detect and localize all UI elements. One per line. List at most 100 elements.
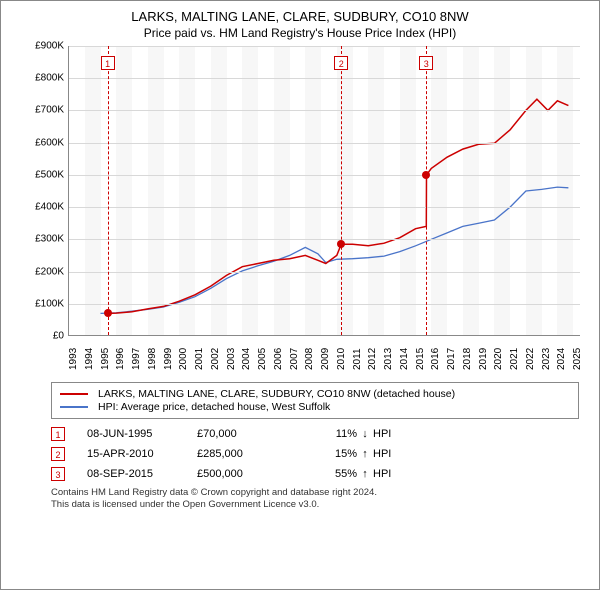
x-axis-label: 2009 — [320, 340, 331, 370]
grid-line-h — [69, 78, 580, 79]
x-axis-label: 1999 — [163, 340, 174, 370]
event-row: 3 08-SEP-2015£500,00055%↑HPI — [51, 467, 579, 481]
x-axis-label: 2006 — [273, 340, 284, 370]
event-table: 108-JUN-1995£70,00011%↓HPI215-APR-2010£2… — [51, 427, 579, 481]
event-arrow-icon: ↑ — [357, 448, 373, 460]
x-axis-label: 1996 — [115, 340, 126, 370]
event-hpi-label: HPI — [373, 468, 403, 480]
legend: LARKS, MALTING LANE, CLARE, SUDBURY, CO1… — [51, 382, 579, 419]
event-vline — [426, 46, 427, 335]
event-price: £70,000 — [197, 428, 297, 440]
x-axis-label: 2015 — [415, 340, 426, 370]
event-price: £500,000 — [197, 468, 297, 480]
event-hpi-label: HPI — [373, 448, 403, 460]
x-axis-label: 2022 — [525, 340, 536, 370]
x-axis-label: 2004 — [241, 340, 252, 370]
x-axis-label: 2010 — [336, 340, 347, 370]
chart-subtitle: Price paid vs. HM Land Registry's House … — [11, 26, 589, 40]
y-axis-label: £600K — [20, 137, 64, 148]
event-dot — [104, 309, 112, 317]
chart-area: 1 2 3 £0 £100K £200K £300K £400K £500K £600K £700… — [20, 46, 580, 376]
event-vline — [108, 46, 109, 335]
event-price: £285,000 — [197, 448, 297, 460]
plot-region: 1 2 3 — [68, 46, 580, 336]
x-axis-label: 2013 — [383, 340, 394, 370]
y-axis-label: £0 — [20, 331, 64, 342]
x-axis-label: 2002 — [210, 340, 221, 370]
event-dot — [337, 240, 345, 248]
grid-line-h — [69, 304, 580, 305]
y-axis-label: £300K — [20, 234, 64, 245]
x-axis-label: 1997 — [131, 340, 142, 370]
event-row: 1 08-JUN-1995£70,00011%↓HPI — [51, 427, 579, 441]
legend-row: HPI: Average price, detached house, West… — [60, 401, 570, 413]
legend-swatch — [60, 393, 88, 395]
y-axis-label: £800K — [20, 73, 64, 84]
grid-line-h — [69, 207, 580, 208]
chart-container: LARKS, MALTING LANE, CLARE, SUDBURY, CO1… — [0, 0, 600, 590]
grid-line-h — [69, 175, 580, 176]
event-pct: 55% — [297, 468, 357, 480]
x-axis-label: 2000 — [178, 340, 189, 370]
title-block: LARKS, MALTING LANE, CLARE, SUDBURY, CO1… — [11, 9, 589, 40]
event-number-box: 2 — [51, 447, 65, 461]
grid-line-h — [69, 46, 580, 47]
x-axis-label: 2007 — [289, 340, 300, 370]
x-axis-label: 2005 — [257, 340, 268, 370]
grid-line-h — [69, 272, 580, 273]
event-arrow-icon: ↑ — [357, 468, 373, 480]
y-axis-label: £900K — [20, 41, 64, 52]
x-axis-label: 2001 — [194, 340, 205, 370]
x-axis-label: 2003 — [226, 340, 237, 370]
event-marker-box: 3 — [419, 56, 433, 70]
series-line — [101, 187, 569, 313]
legend-label: LARKS, MALTING LANE, CLARE, SUDBURY, CO1… — [98, 388, 455, 400]
event-pct: 11% — [297, 428, 357, 440]
event-number-box: 1 — [51, 427, 65, 441]
x-axis-label: 2025 — [572, 340, 583, 370]
event-hpi-label: HPI — [373, 428, 403, 440]
y-axis-label: £400K — [20, 202, 64, 213]
legend-label: HPI: Average price, detached house, West… — [98, 401, 330, 413]
x-axis-label: 2018 — [462, 340, 473, 370]
legend-row: LARKS, MALTING LANE, CLARE, SUDBURY, CO1… — [60, 388, 570, 400]
grid-line-h — [69, 239, 580, 240]
legend-swatch — [60, 406, 88, 408]
event-pct: 15% — [297, 448, 357, 460]
footer-line-1: Contains HM Land Registry data © Crown c… — [51, 487, 579, 499]
event-date: 08-SEP-2015 — [87, 468, 197, 480]
event-date: 15-APR-2010 — [87, 448, 197, 460]
x-axis-label: 2017 — [446, 340, 457, 370]
x-axis-label: 2023 — [541, 340, 552, 370]
line-series-svg — [69, 46, 581, 336]
x-axis-label: 2014 — [399, 340, 410, 370]
y-axis-label: £100K — [20, 298, 64, 309]
event-dot — [422, 171, 430, 179]
x-axis-label: 2024 — [556, 340, 567, 370]
x-axis-label: 2008 — [304, 340, 315, 370]
grid-line-h — [69, 110, 580, 111]
event-marker-box: 2 — [334, 56, 348, 70]
event-marker-box: 1 — [101, 56, 115, 70]
footer-line-2: This data is licensed under the Open Gov… — [51, 499, 579, 511]
event-date: 08-JUN-1995 — [87, 428, 197, 440]
y-axis-label: £700K — [20, 105, 64, 116]
grid-line-h — [69, 143, 580, 144]
x-axis-label: 2012 — [367, 340, 378, 370]
x-axis-label: 2020 — [493, 340, 504, 370]
y-axis-label: £500K — [20, 169, 64, 180]
footer-attribution: Contains HM Land Registry data © Crown c… — [51, 487, 579, 512]
chart-title: LARKS, MALTING LANE, CLARE, SUDBURY, CO1… — [11, 9, 589, 24]
x-axis-label: 2021 — [509, 340, 520, 370]
y-axis-label: £200K — [20, 266, 64, 277]
x-axis-label: 1995 — [100, 340, 111, 370]
event-vline — [341, 46, 342, 335]
x-axis-label: 1993 — [68, 340, 79, 370]
x-axis-label: 2016 — [430, 340, 441, 370]
x-axis-label: 1994 — [84, 340, 95, 370]
x-axis-label: 2019 — [478, 340, 489, 370]
event-number-box: 3 — [51, 467, 65, 481]
event-row: 2 15-APR-2010£285,00015%↑HPI — [51, 447, 579, 461]
x-axis-label: 1998 — [147, 340, 158, 370]
event-arrow-icon: ↓ — [357, 428, 373, 440]
